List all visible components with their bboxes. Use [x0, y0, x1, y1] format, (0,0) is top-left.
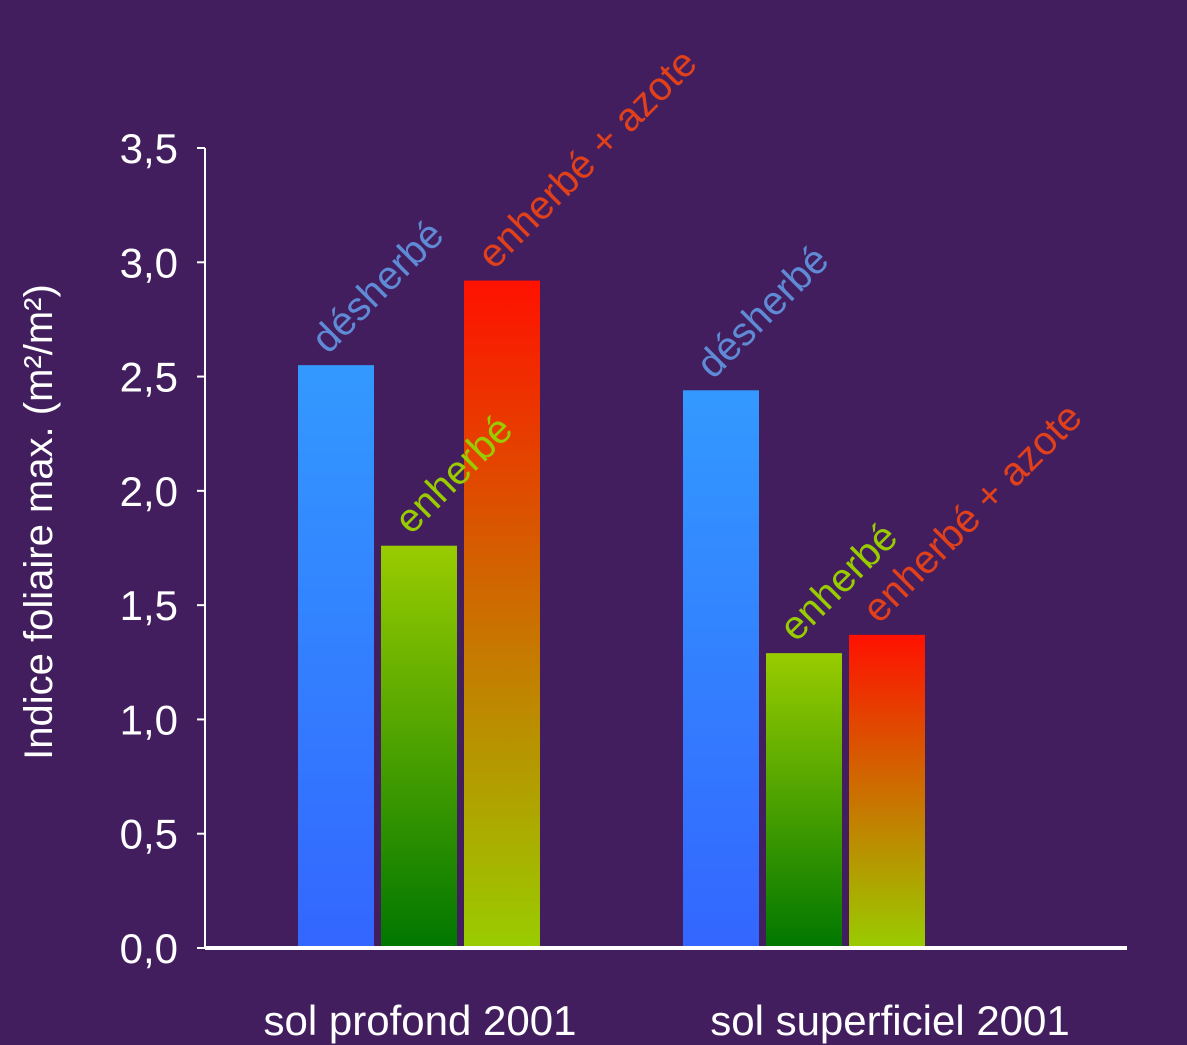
x-axis-categories: sol profond 2001 sol superficiel 2001	[264, 997, 1070, 1044]
bars	[298, 280, 925, 949]
y-axis-label: Indice foliaire max. (m²/m²)	[17, 284, 61, 760]
y-tick-label: 3,0	[120, 239, 178, 286]
x-category-label: sol profond 2001	[264, 997, 577, 1044]
y-tick-label: 0,5	[120, 811, 178, 858]
bar	[298, 365, 374, 949]
y-axis-ticks: 0,0 0,5 1,0 1,5 2,0 2,5 3,0 3,5	[120, 125, 205, 972]
bar	[381, 545, 457, 948]
y-tick-label: 1,0	[120, 696, 178, 743]
y-tick-label: 2,0	[120, 468, 178, 515]
y-tick-label: 0,0	[120, 925, 178, 972]
bar	[683, 390, 759, 948]
y-tick-label: 3,5	[120, 125, 178, 172]
bar-series-label: désherbé	[303, 212, 452, 361]
bar	[464, 280, 540, 949]
axes	[204, 148, 1127, 950]
bar-series-label: désherbé	[688, 238, 837, 387]
bar	[766, 653, 842, 948]
y-tick-label: 2,5	[120, 354, 178, 401]
bar-series-label: enherbé + azote	[469, 41, 705, 277]
bar	[849, 634, 925, 948]
bar-series-label: enherbé + azote	[854, 395, 1090, 631]
x-category-label: sol superficiel 2001	[710, 997, 1070, 1044]
y-tick-label: 1,5	[120, 582, 178, 629]
